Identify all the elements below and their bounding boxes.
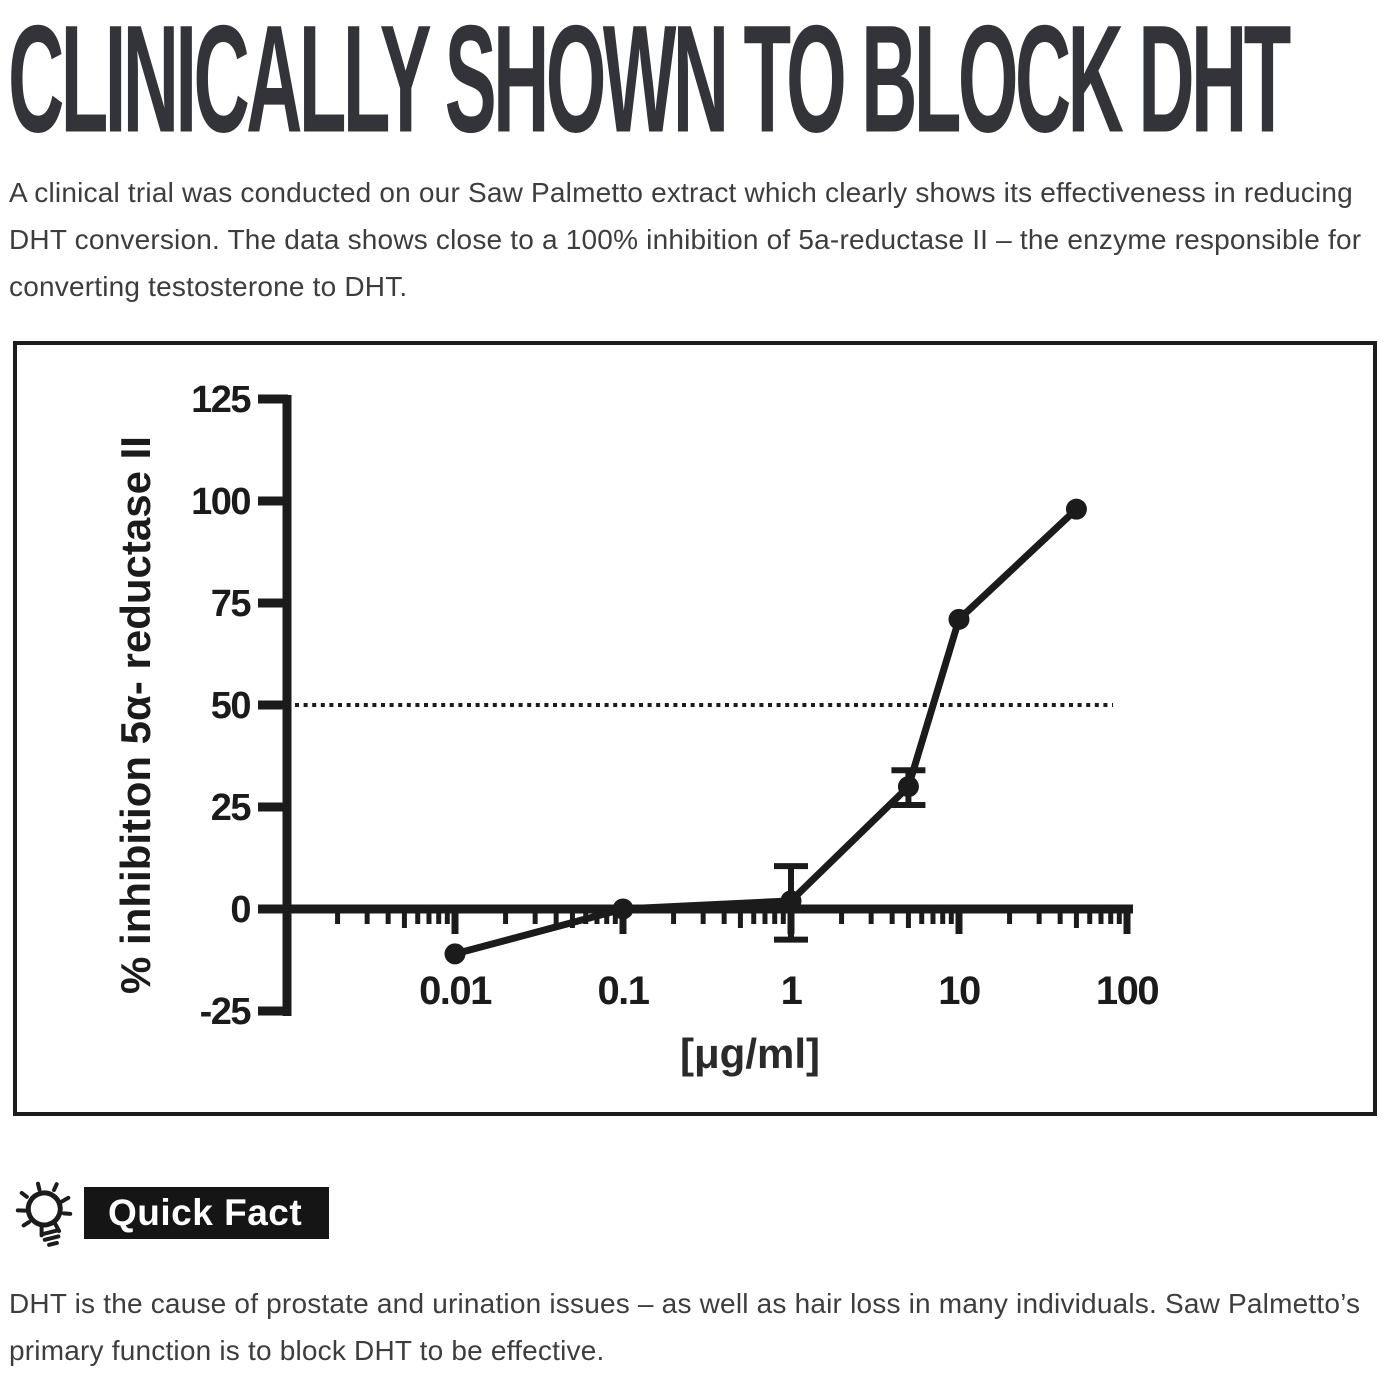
dose-response-chart: 125 100 75 50 25 0 -25 0.01 0.1 1 10 100 [μg/ml] % in…: [112, 379, 1160, 1077]
quick-fact-paragraph: DHT is the cause of prostate and urinati…: [9, 1288, 1361, 1366]
svg-text:125: 125: [191, 379, 251, 421]
svg-text:[μg/ml]: [μg/ml]: [680, 1030, 820, 1077]
svg-text:0.1: 0.1: [597, 969, 649, 1013]
svg-text:10: 10: [938, 969, 980, 1013]
svg-text:100: 100: [1096, 969, 1158, 1013]
dht-inhibition-chart-panel: 125 100 75 50 25 0 -25 0.01 0.1 1 10 100 [μg/ml] % in…: [13, 341, 1377, 1116]
svg-text:100: 100: [191, 481, 250, 523]
svg-text:50: 50: [211, 685, 251, 727]
svg-text:% inhibition 5α- reductase II: % inhibition 5α- reductase II: [112, 436, 159, 994]
svg-text:-25: -25: [200, 991, 252, 1033]
page-title-text: CLINICALLY SHOWN TO BLOCK DHT: [8, 0, 1291, 165]
svg-text:25: 25: [211, 787, 252, 829]
svg-text:0: 0: [230, 889, 250, 931]
intro-paragraph: A clinical trial was conducted on our Sa…: [9, 177, 1362, 302]
svg-text:0.01: 0.01: [419, 969, 492, 1013]
quick-fact-badge: Quick Fact: [84, 1187, 330, 1239]
lightbulb-icon: [8, 1176, 82, 1254]
page-title: CLINICALLY SHOWN TO BLOCK DHT: [8, 2, 1388, 155]
svg-text:75: 75: [211, 583, 252, 625]
svg-text:1: 1: [781, 969, 803, 1013]
